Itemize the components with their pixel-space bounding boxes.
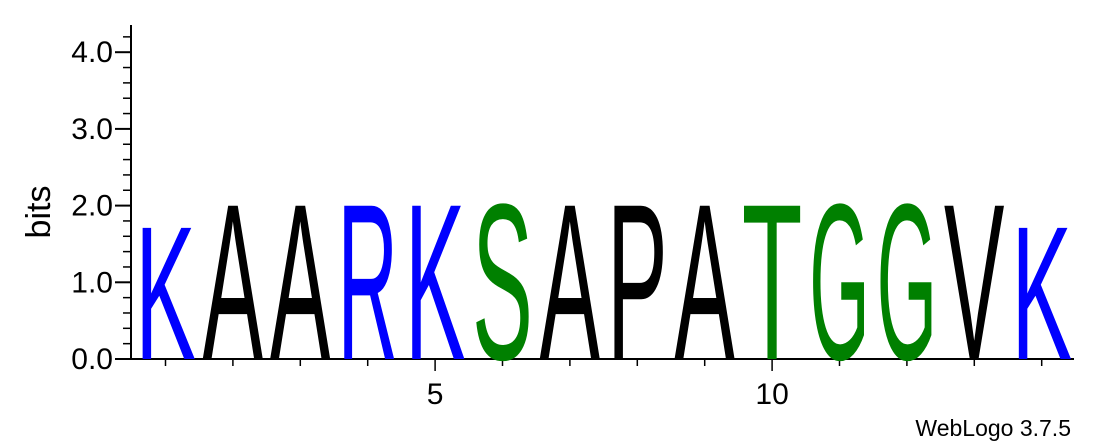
x-tick-label: 10: [755, 378, 788, 411]
y-tick-label: 3.0: [71, 113, 113, 146]
logo-letter-a: A: [674, 159, 735, 408]
logo-letter-t: T: [742, 157, 803, 406]
logo-letter-k: K: [405, 159, 466, 408]
logo-letter-r: R: [337, 158, 398, 407]
logo-letter-g: G: [809, 159, 870, 407]
y-tick-label: 4.0: [71, 36, 113, 69]
logo-letter-a: A: [203, 159, 264, 408]
logo-letter-v: V: [944, 159, 1004, 408]
y-tick-label: 2.0: [71, 190, 113, 223]
logo-letter-s: S: [472, 159, 533, 408]
y-axis-label: bits: [20, 186, 58, 239]
logo-letter-k: K: [1011, 187, 1072, 400]
y-tick-label: 1.0: [71, 266, 113, 299]
logo-letter-a: A: [270, 159, 331, 408]
logo-letter-k: K: [135, 187, 196, 400]
y-tick-label: 0.0: [71, 343, 113, 376]
logo-letter-p: P: [607, 159, 668, 408]
logo-letter-g: G: [877, 159, 938, 407]
weblogo-credit: WebLogo 3.7.5: [915, 415, 1071, 441]
axes: 0.0 1.0 2.0 3.0 4.0 5 10: [71, 25, 1074, 411]
logo-letter-a: A: [540, 159, 601, 408]
x-tick-label: 5: [427, 378, 444, 411]
